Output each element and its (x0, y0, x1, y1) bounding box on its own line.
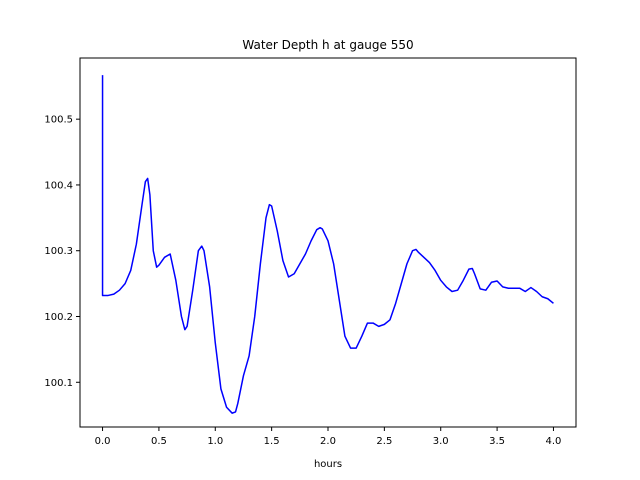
x-tick-label: 2.0 (320, 436, 336, 447)
y-axis-ticks: 100.1 100.2 100.3 100.4 100.5 (44, 115, 80, 389)
y-tick-label: 100.1 (44, 378, 73, 389)
series-line-0 (101, 75, 554, 414)
x-tick-label: 0.0 (95, 436, 111, 447)
y-tick-label: 100.2 (44, 312, 73, 323)
y-tick-label: 100.3 (44, 246, 73, 257)
x-axis-ticks: 0.0 0.5 1.0 1.5 2.0 2.5 3.0 3.5 4.0 (95, 427, 562, 447)
x-tick-label: 0.5 (151, 436, 167, 447)
chart-title: Water Depth h at gauge 550 (242, 38, 413, 52)
x-tick-label: 1.5 (264, 436, 280, 447)
x-tick-label: 1.0 (207, 436, 223, 447)
y-tick-label: 100.4 (44, 180, 73, 191)
x-tick-label: 3.5 (489, 436, 505, 447)
plot-area (101, 75, 554, 414)
x-tick-label: 3.0 (433, 436, 449, 447)
x-tick-label: 2.5 (376, 436, 392, 447)
axes-frame (79, 57, 577, 428)
x-tick-label: 4.0 (546, 436, 562, 447)
x-axis-label: hours (314, 459, 342, 470)
y-tick-label: 100.5 (44, 115, 73, 126)
